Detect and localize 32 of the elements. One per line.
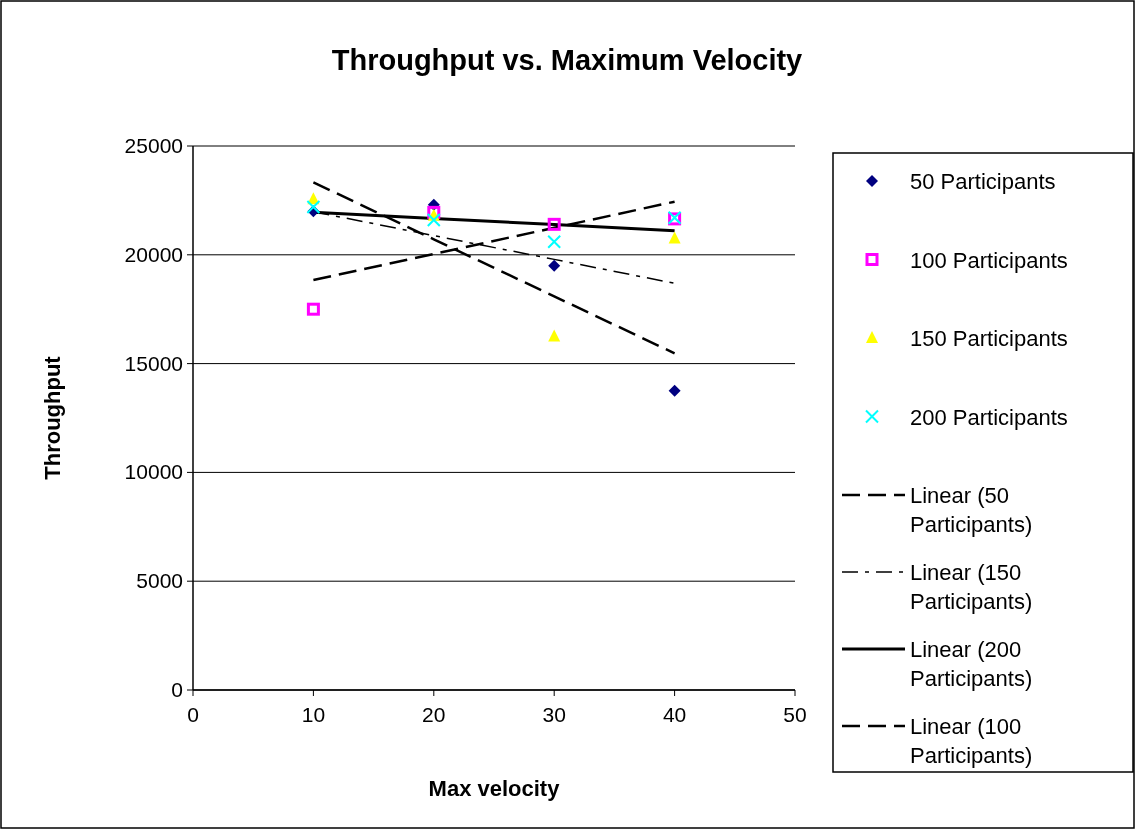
point xyxy=(306,302,320,316)
x-tick-label: 30 xyxy=(542,703,566,726)
legend-label: 150 Participants xyxy=(910,326,1068,351)
legend-label: 200 Participants xyxy=(910,404,1068,430)
y-tick-label: 0 xyxy=(171,678,183,701)
point xyxy=(306,199,321,214)
x-tick-label: 10 xyxy=(301,703,326,726)
y-tick-label: 10000 xyxy=(124,460,183,484)
x-tick-label: 50 xyxy=(783,703,807,726)
y-axis-title: Throughput xyxy=(40,355,65,480)
legend-label: 50 Participants xyxy=(910,169,1056,194)
point xyxy=(547,234,562,249)
y-tick-label: 20000 xyxy=(124,242,183,266)
point xyxy=(548,329,561,342)
point xyxy=(426,212,441,227)
x-tick-label: 20 xyxy=(422,703,446,726)
chart-title: Throughput vs. Maximum Velocity xyxy=(331,44,803,76)
x-axis-title: Max velocity xyxy=(428,776,561,801)
x-tick-label: 40 xyxy=(662,703,687,726)
legend-label: 100 Participants xyxy=(910,247,1068,273)
legend-label: Linear (50 Participants) xyxy=(910,483,1033,537)
legend-label: Linear (100 Participants) xyxy=(910,714,1033,768)
point xyxy=(548,259,561,272)
y-tick-label: 15000 xyxy=(124,351,183,375)
y-tick-label: 5000 xyxy=(136,569,183,593)
point xyxy=(547,217,561,231)
legend-label: Linear (150 Participants) xyxy=(910,560,1033,614)
point xyxy=(668,231,681,244)
legend-label: Linear (200 Participants) xyxy=(910,637,1033,691)
x-tick-label: 0 xyxy=(187,703,199,726)
point xyxy=(668,384,681,397)
y-tick-label: 25000 xyxy=(124,134,183,157)
